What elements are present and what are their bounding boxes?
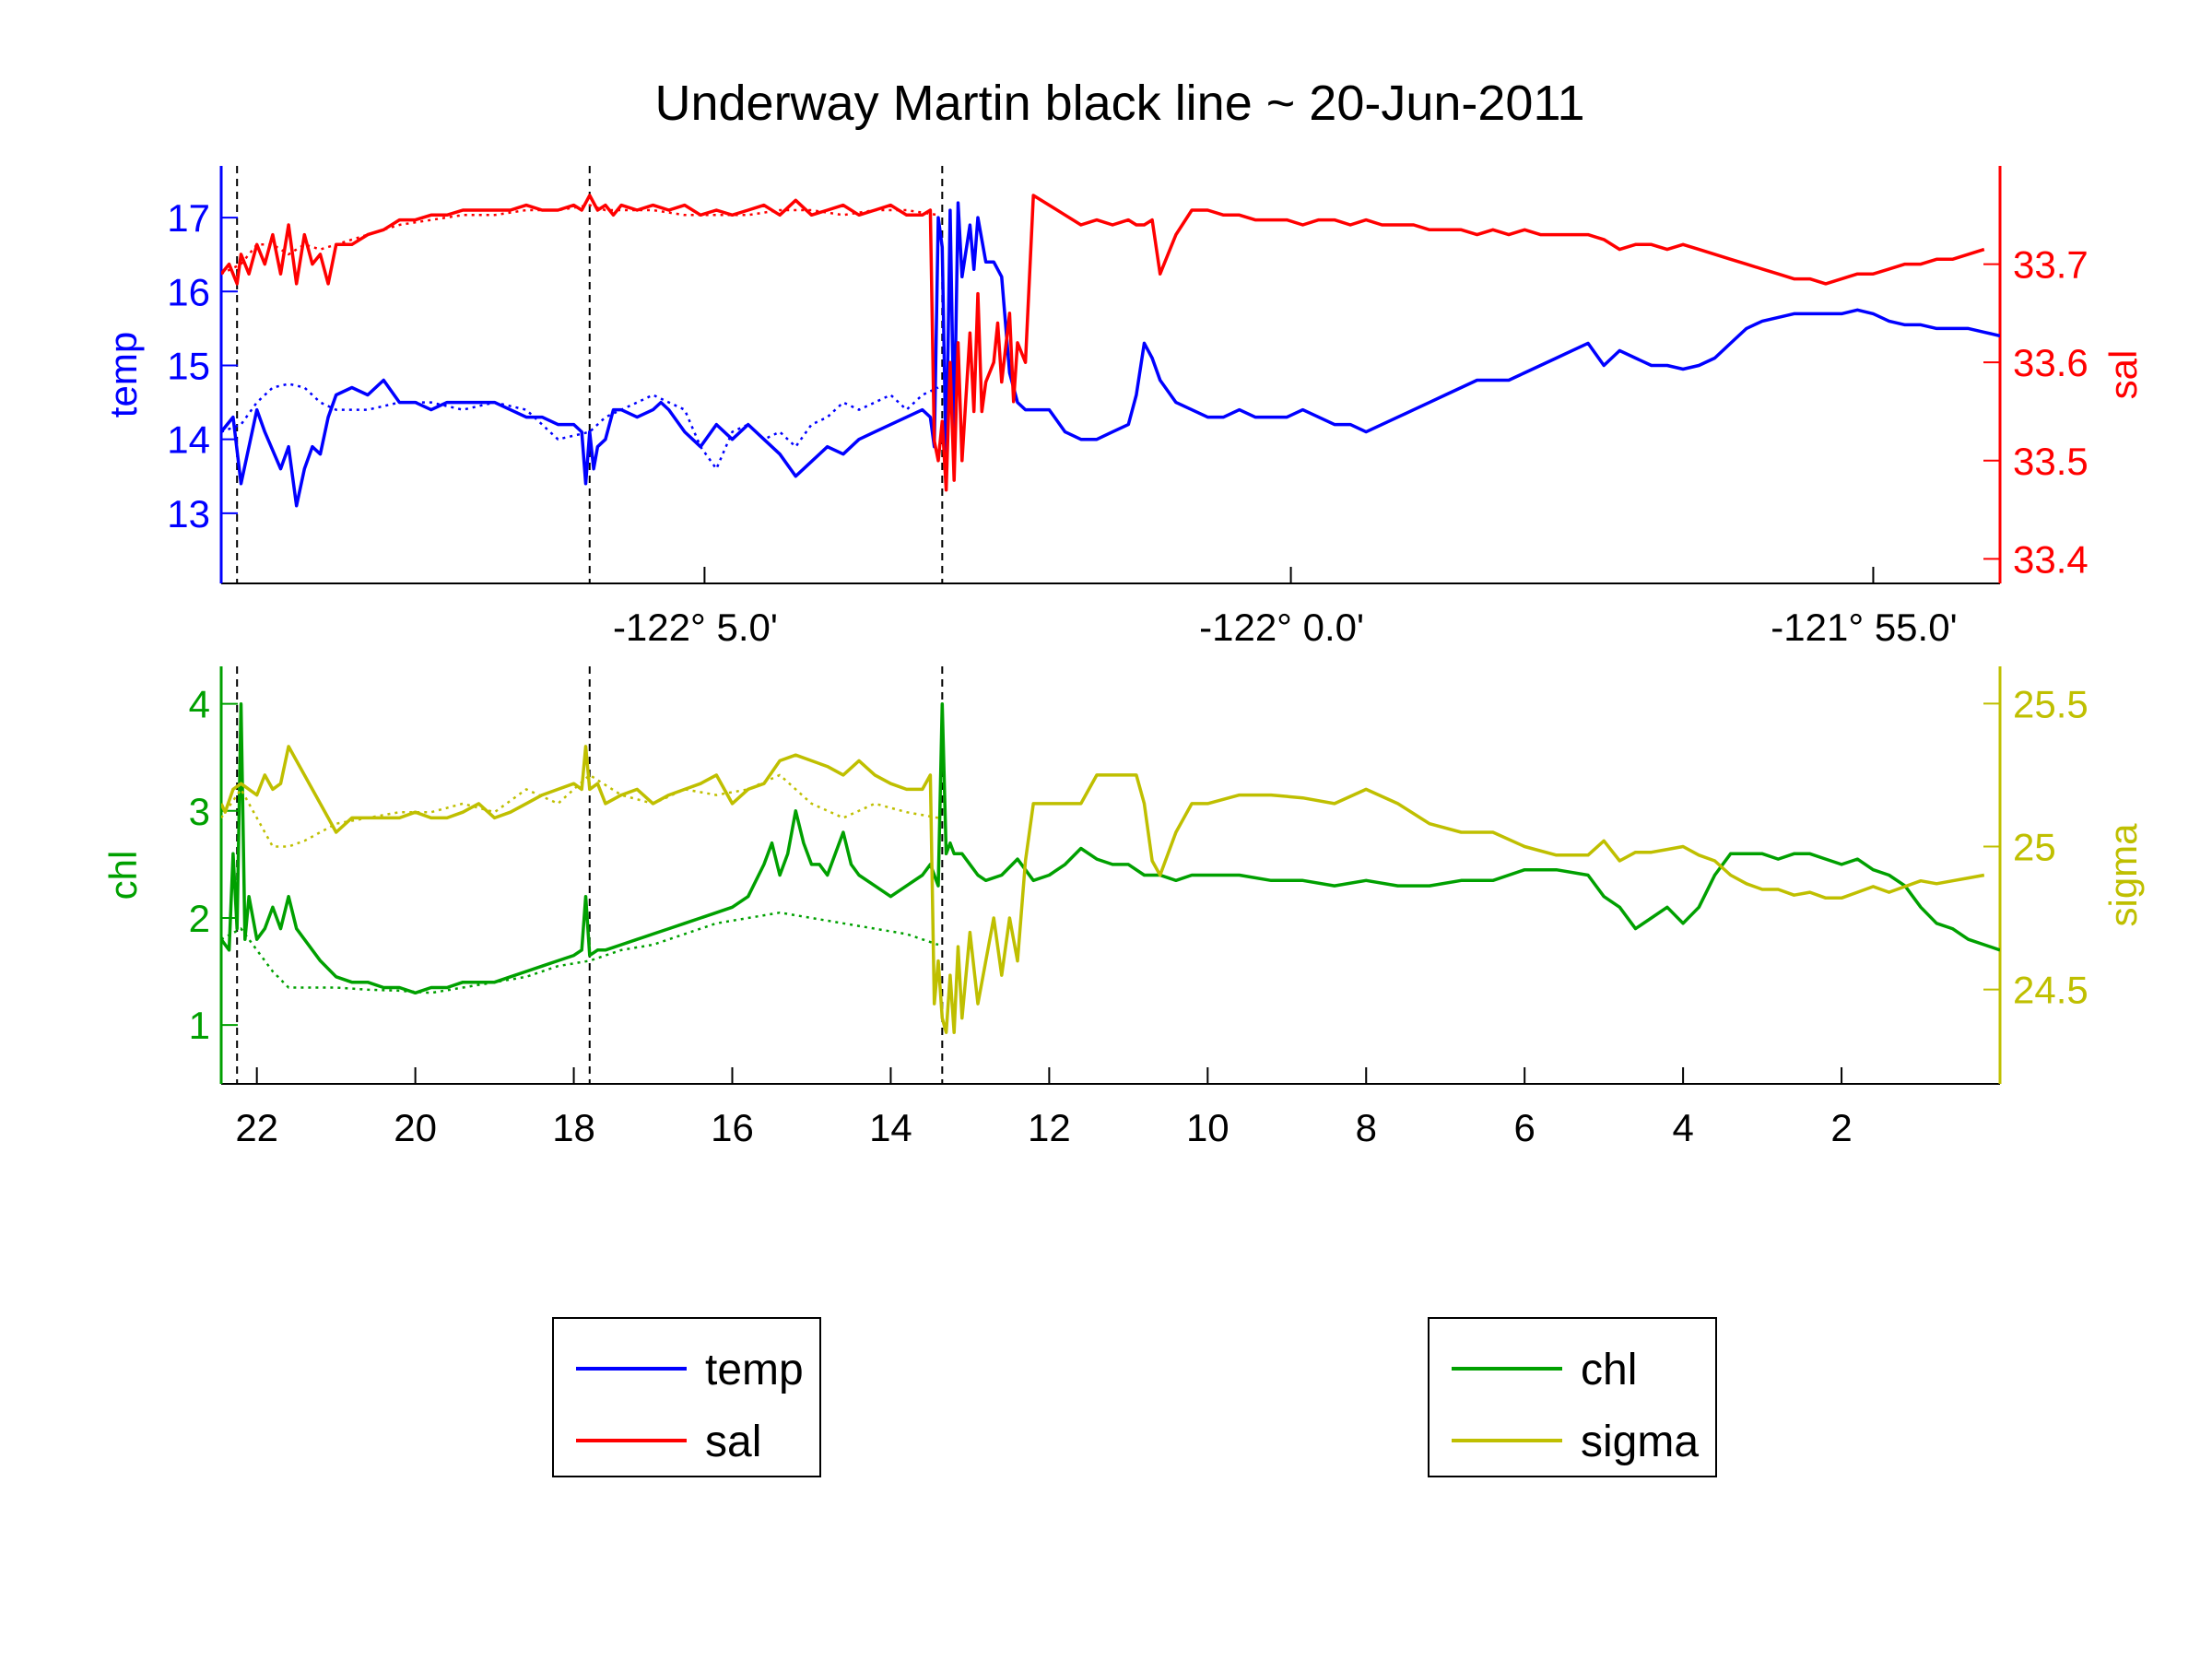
legend-label-temp: temp [705,1346,804,1394]
legend-label-sal: sal [705,1418,761,1466]
x-tick-label: 4 [1672,1106,1693,1149]
bottom-right-tick-label: 25 [2013,825,2056,868]
legend-bottom: chl sigma [1428,1317,1717,1477]
legends: temp sal chl sigma [552,1317,1717,1477]
legend-top: temp sal [552,1317,821,1477]
legend-label-sigma: sigma [1581,1418,1699,1466]
top-right-tick-label: 33.7 [2013,243,2088,287]
sigma-dotted-series-line [221,773,939,848]
sigma-series-line [221,745,1985,1034]
bottom-left-axis-label: chl [101,851,145,900]
bottom-right-axis-label: sigma [2101,823,2145,927]
x-tick-label: 16 [711,1106,754,1149]
sal-series-line [221,194,1985,492]
top-right-axis-label: sal [2101,350,2145,400]
chl-series-line [221,701,2000,995]
bottom-left-tick-label: 3 [189,790,210,833]
top-left-axis-label: temp [101,332,145,418]
x-tick-label: 6 [1514,1106,1535,1149]
chl-dotted-series-line [221,911,939,994]
bottom-series-group [221,701,2000,1034]
temp-series-line [221,201,2000,508]
x-tick-label: 2 [1830,1106,1852,1149]
legend-top-box [552,1317,821,1477]
bottom-left-tick-label: 2 [189,897,210,940]
chart-title: Underway Martin black line ~ 20-Jun-2011 [654,76,1584,131]
bottom-right-tick-label: 25.5 [2013,682,2088,725]
temp-dotted-series-line [221,382,939,470]
longitude-tick-label: -121° 55.0' [1771,606,1957,649]
top-left-tick-label: 13 [167,492,210,535]
longitude-tick-label: -122° 0.0' [1199,606,1364,649]
x-tick-label: 18 [552,1106,595,1149]
top-left-tick-label: 17 [167,196,210,240]
bottom-right-tick-label: 24.5 [2013,969,2088,1012]
x-tick-label: 8 [1356,1106,1377,1149]
top-left-tick-label: 15 [167,344,210,387]
x-tick-label: 22 [235,1106,278,1149]
sal-dotted-series-line [221,204,939,276]
bottom-left-tick-label: 4 [189,683,210,726]
top-right-tick-label: 33.4 [2013,537,2088,581]
top-panel: 13 14 15 16 17 temp 33.4 33.5 33.6 33.7 sal -122° 5… [101,166,2145,649]
top-right-tick-label: 33.5 [2013,440,2088,483]
x-tick-label: 10 [1186,1106,1230,1149]
x-tick-label: 20 [394,1106,437,1149]
top-right-tick-label: 33.6 [2013,341,2088,384]
top-left-tick-label: 16 [167,270,210,313]
x-tick-label: 12 [1028,1106,1071,1149]
legend-label-chl: chl [1581,1346,1637,1394]
legend-bottom-box [1428,1317,1717,1477]
bottom-left-tick-label: 1 [189,1004,210,1047]
top-series-group [221,194,2000,508]
longitude-tick-label: -122° 5.0' [613,606,778,649]
top-left-tick-label: 14 [167,418,210,462]
x-tick-label: 14 [869,1106,912,1149]
